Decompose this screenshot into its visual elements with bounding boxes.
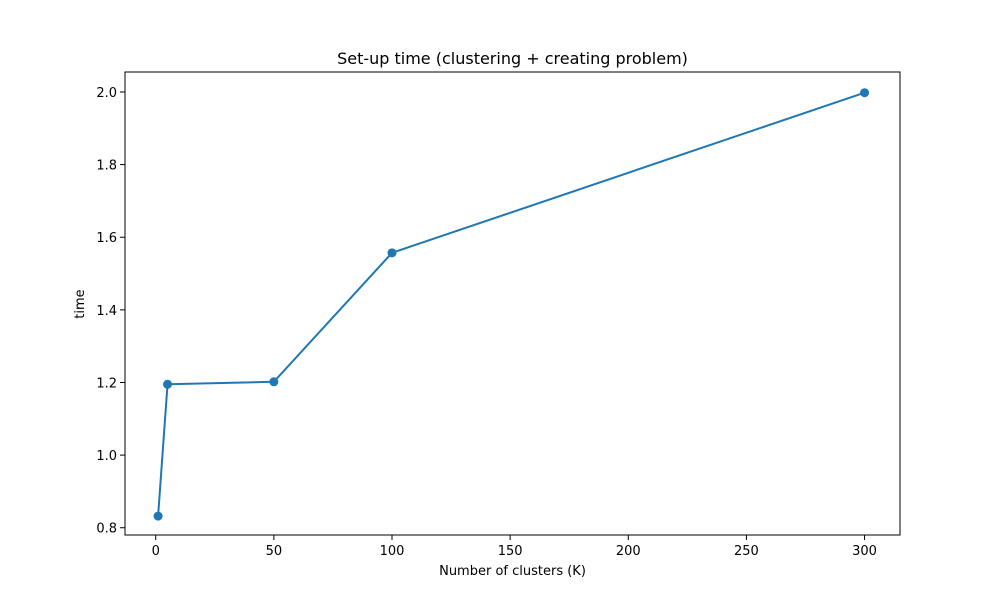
data-point [269,377,279,387]
x-axis-label: Number of clusters (K) [439,564,586,579]
y-axis-label: time [73,289,88,318]
x-axis-ticks: 0 50 100 150 200 250 300 [152,535,877,559]
x-tick-label: 300 [852,544,877,559]
plot-area [124,71,901,536]
x-tick-label: 100 [380,544,405,559]
chart-title: Set-up time (clustering + creating probl… [337,49,688,68]
data-point [153,511,163,521]
x-tick-label: 150 [498,544,523,559]
x-tick-label: 200 [616,544,641,559]
y-tick-label: 1.8 [96,159,117,174]
data-point [860,88,870,98]
y-axis-ticks: 0.8 1.0 1.2 1.4 1.6 1.8 2.0 [96,86,125,537]
x-tick-label: 0 [152,544,160,559]
data-point [163,379,173,389]
axes-frame [124,71,901,536]
y-tick-label: 1.6 [96,231,117,246]
x-tick-label: 250 [734,544,759,559]
y-tick-label: 1.0 [96,449,117,464]
data-point [387,248,397,258]
x-tick-label: 50 [266,544,283,559]
y-tick-label: 0.8 [96,522,117,537]
y-tick-label: 1.4 [96,304,117,319]
y-tick-label: 1.2 [96,376,117,391]
y-tick-label: 2.0 [96,86,117,101]
